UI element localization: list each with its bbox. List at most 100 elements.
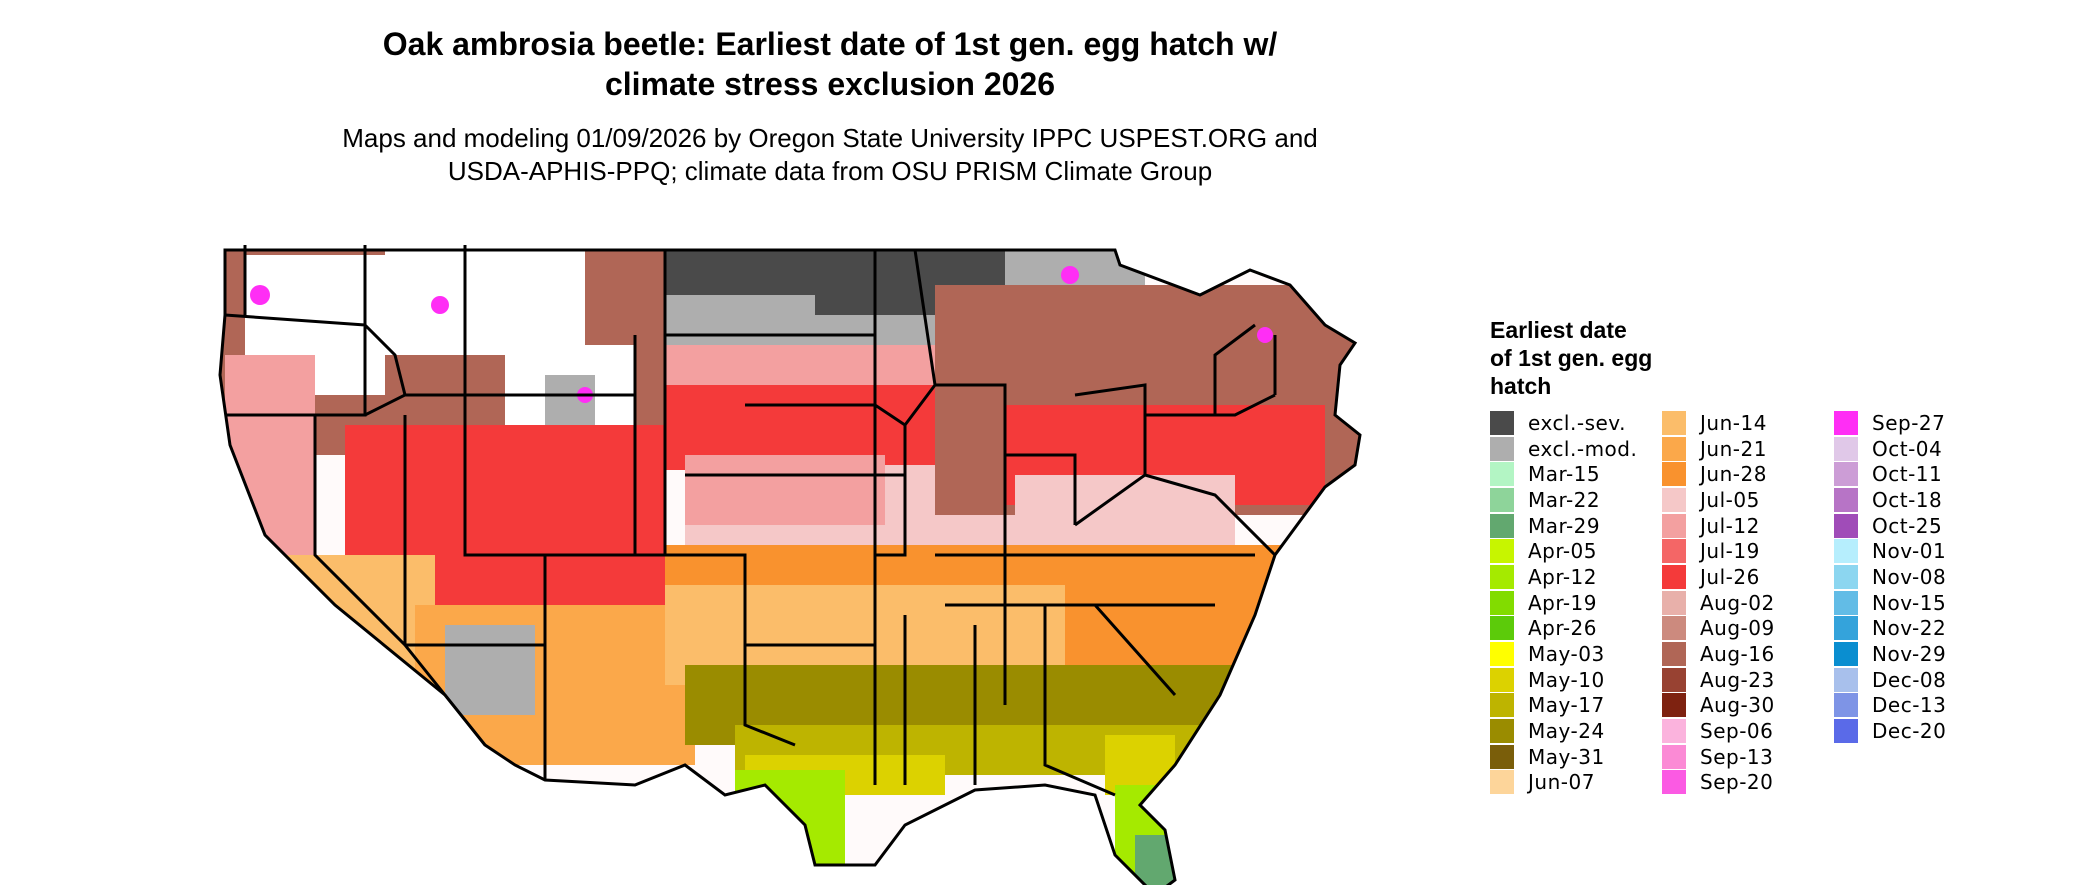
legend-swatch (1834, 667, 1858, 692)
legend-item: Jul-05 (1662, 487, 1820, 513)
legend-label: Apr-05 (1528, 539, 1597, 564)
legend-swatch (1834, 616, 1858, 641)
legend-item: May-24 (1490, 718, 1648, 744)
legend-swatch (1490, 564, 1514, 589)
legend-item: Jun-21 (1662, 436, 1820, 462)
legend-item: Aug-30 (1662, 693, 1820, 719)
legend-item: Nov-15 (1834, 590, 1992, 616)
legend-label: Oct-11 (1872, 462, 1943, 487)
legend-label: Jul-12 (1700, 513, 1760, 538)
legend-item: Aug-02 (1662, 590, 1820, 616)
legend-swatch (1662, 770, 1686, 795)
legend-item: Jun-14 (1662, 410, 1820, 436)
legend-item: Dec-20 (1834, 718, 1992, 744)
legend-swatch (1662, 436, 1686, 461)
legend-label: Sep-06 (1700, 719, 1774, 744)
legend-item: Jul-12 (1662, 513, 1820, 539)
legend-label: Oct-25 (1872, 513, 1943, 538)
legend-swatch (1834, 642, 1858, 667)
legend-item: Apr-19 (1490, 590, 1648, 616)
legend-swatch (1662, 642, 1686, 667)
legend-swatch (1662, 590, 1686, 615)
legend-item: Mar-22 (1490, 487, 1648, 513)
legend-swatch (1834, 513, 1858, 538)
legend-swatch (1490, 719, 1514, 744)
legend-item: Sep-20 (1662, 770, 1820, 796)
legend-label: May-24 (1528, 719, 1605, 744)
legend-label: Jun-28 (1700, 462, 1767, 487)
legend-swatch (1834, 693, 1858, 718)
legend-item: Nov-22 (1834, 616, 1992, 642)
legend-swatch (1490, 616, 1514, 641)
legend-item: Apr-12 (1490, 564, 1648, 590)
legend-swatch (1662, 667, 1686, 692)
legend-item: Dec-13 (1834, 693, 1992, 719)
legend-swatch (1662, 513, 1686, 538)
legend-label: Dec-13 (1872, 693, 1947, 718)
legend-label: Jul-19 (1700, 539, 1760, 564)
legend-label: Sep-27 (1872, 410, 1946, 435)
legend-item: Aug-23 (1662, 667, 1820, 693)
legend-label: Jul-05 (1700, 487, 1760, 512)
legend-swatch (1834, 539, 1858, 564)
legend-item: Nov-29 (1834, 641, 1992, 667)
legend-swatch (1662, 410, 1686, 435)
legend-swatch (1490, 410, 1514, 435)
legend-item: Sep-06 (1662, 718, 1820, 744)
legend-swatch (1490, 693, 1514, 718)
legend-label: Jul-26 (1700, 564, 1760, 589)
map-subtitle: Maps and modeling 01/09/2026 by Oregon S… (230, 122, 1430, 188)
legend-swatch (1834, 590, 1858, 615)
legend-item: Apr-26 (1490, 616, 1648, 642)
legend-label: May-10 (1528, 667, 1605, 692)
legend-swatch (1490, 642, 1514, 667)
legend-swatch (1490, 436, 1514, 461)
legend-label: Dec-08 (1872, 667, 1947, 692)
legend-label: excl.-mod. (1528, 436, 1638, 461)
legend-swatch (1662, 693, 1686, 718)
legend-item: Aug-09 (1662, 616, 1820, 642)
legend-label: Mar-22 (1528, 487, 1601, 512)
legend-label: Nov-29 (1872, 642, 1947, 667)
legend-swatch (1490, 667, 1514, 692)
map-subtitle-line-2: USDA-APHIS-PPQ; climate data from OSU PR… (447, 156, 1213, 186)
legend-swatch (1834, 719, 1858, 744)
legend-label: Nov-22 (1872, 616, 1947, 641)
legend-label: Oct-18 (1872, 487, 1943, 512)
legend-swatch (1490, 487, 1514, 512)
legend-column-1: excl.-sev. excl.-mod. Mar-15 Mar-22 Mar-29 Ap… (1490, 410, 1648, 795)
legend-label: May-03 (1528, 642, 1605, 667)
legend-item: excl.-mod. (1490, 436, 1648, 462)
legend-swatch (1490, 744, 1514, 769)
legend-column-2: Jun-14 Jun-21 Jun-28 Jul-05 Jul-12 Jul-19 Jul-… (1662, 410, 1820, 795)
map-title-line-2: climate stress exclusion 2026 (604, 66, 1056, 102)
legend-swatch (1834, 436, 1858, 461)
legend-swatch (1834, 564, 1858, 589)
legend-swatch (1490, 513, 1514, 538)
legend-label: Nov-01 (1872, 539, 1947, 564)
map-title: Oak ambrosia beetle: Earliest date of 1s… (230, 24, 1430, 104)
legend-swatch (1662, 564, 1686, 589)
legend-title-line-3: hatch (1490, 373, 1552, 399)
legend-item: Sep-27 (1834, 410, 1992, 436)
legend-item: excl.-sev. (1490, 410, 1648, 436)
legend-swatch (1490, 770, 1514, 795)
legend-title-line-2: of 1st gen. egg (1490, 345, 1653, 371)
legend-item: May-03 (1490, 641, 1648, 667)
legend-label: Jun-21 (1700, 436, 1767, 461)
legend-label: Dec-20 (1872, 719, 1947, 744)
legend-swatch (1490, 590, 1514, 615)
state-boundaries (218, 245, 1362, 885)
legend-label: Nov-08 (1872, 564, 1947, 589)
legend-label: excl.-sev. (1528, 410, 1626, 435)
legend-title: Earliest date of 1st gen. egg hatch (1490, 316, 1720, 400)
legend-label: Aug-23 (1700, 667, 1775, 692)
legend-item: Jun-07 (1490, 770, 1648, 796)
legend-column-3: Sep-27 Oct-04 Oct-11 Oct-18 Oct-25 Nov-01 Nov-… (1834, 410, 1992, 795)
legend-item: Jul-19 (1662, 538, 1820, 564)
legend-label: Nov-15 (1872, 590, 1947, 615)
legend-swatch (1662, 539, 1686, 564)
legend-item: May-17 (1490, 693, 1648, 719)
legend-item: Oct-04 (1834, 436, 1992, 462)
legend-label: Jun-14 (1700, 410, 1767, 435)
